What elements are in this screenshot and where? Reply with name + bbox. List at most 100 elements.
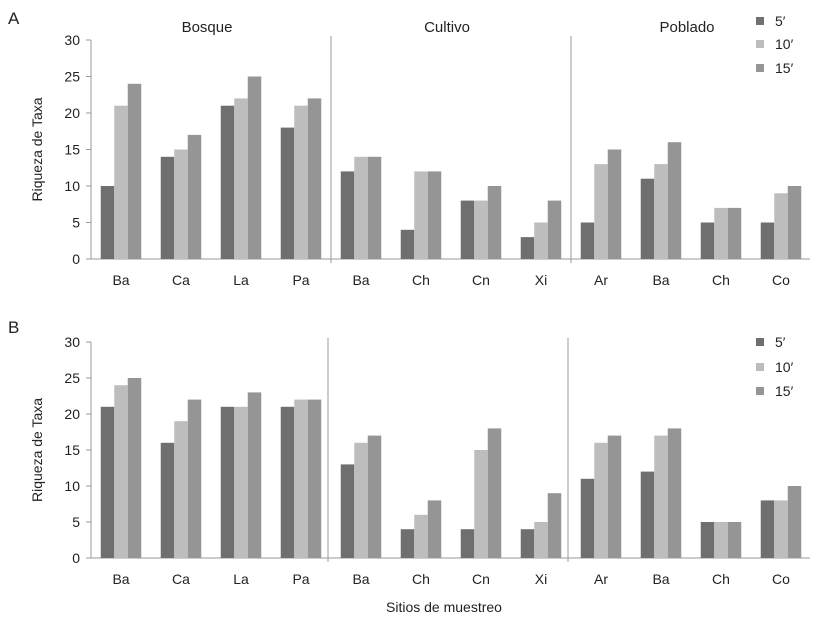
bar-ba-series-1 <box>354 156 368 259</box>
x-tick-label: Ch <box>712 272 730 288</box>
x-tick-label: Pa <box>292 571 309 587</box>
panel-b: B 0 5 10 15 20 25 30 Riqueza de Taxa Ba Ca La Pa Ba Ch… <box>8 318 810 587</box>
bar-cn-series-2 <box>487 186 502 259</box>
x-tick-label: Ch <box>712 571 730 587</box>
y-tick-label: 10 <box>64 178 80 194</box>
x-tick-label: Xi <box>535 571 547 587</box>
bar-cn-series-1 <box>474 200 488 259</box>
legend-swatch <box>756 387 764 395</box>
y-tick-label: 10 <box>64 478 80 494</box>
bar-ba-series-1 <box>114 385 128 558</box>
x-tick-label: Cn <box>472 272 490 288</box>
bar-ba-series-2 <box>667 428 682 558</box>
bar-la-series-0 <box>220 406 235 558</box>
x-tick-label: Cn <box>472 571 490 587</box>
legend-label: 5′ <box>775 334 786 350</box>
bar-ch-series-1 <box>714 207 728 259</box>
bar-ar-series-1 <box>594 442 608 558</box>
x-tick-label: Ba <box>352 571 369 587</box>
bar-ch-series-1 <box>714 522 728 558</box>
bar-ba-series-0 <box>640 178 655 259</box>
legend-label: 10′ <box>775 36 794 52</box>
bar-ch-series-2 <box>427 500 442 558</box>
bar-xi-series-1 <box>534 222 548 259</box>
bar-ar-series-2 <box>607 149 622 259</box>
y-tick-label: 0 <box>72 251 80 267</box>
bar-cn-series-0 <box>460 200 475 259</box>
bar-co-series-2 <box>787 486 802 558</box>
bar-pa-series-0 <box>280 406 295 558</box>
bar-ba-series-2 <box>367 435 382 558</box>
y-tick-label: 5 <box>72 514 80 530</box>
panel-letter: B <box>8 318 19 337</box>
y-tick-label: 25 <box>64 69 80 85</box>
x-tick-label: Co <box>772 272 790 288</box>
bar-ca-series-2 <box>187 399 202 558</box>
bar-ch-series-0 <box>700 522 715 558</box>
bar-ca-series-1 <box>174 421 188 558</box>
bar-ch-series-2 <box>727 522 742 558</box>
bar-ch-series-2 <box>427 171 442 259</box>
bar-cn-series-1 <box>474 450 488 558</box>
bar-ba-series-2 <box>367 156 382 259</box>
bar-xi-series-0 <box>520 237 535 259</box>
y-tick-label: 20 <box>64 406 80 422</box>
x-tick-label: Co <box>772 571 790 587</box>
group-label: Bosque <box>182 19 233 36</box>
legend-swatch <box>756 64 764 72</box>
bar-cn-series-0 <box>460 529 475 558</box>
x-tick-label: Ca <box>172 272 190 288</box>
x-tick-label: Ch <box>412 571 430 587</box>
y-tick-label: 30 <box>64 32 80 48</box>
bar-co-series-0 <box>760 222 775 259</box>
bar-pa-series-2 <box>307 98 322 260</box>
bar-co-series-1 <box>774 193 788 259</box>
bar-ch-series-1 <box>414 171 428 259</box>
bar-cn-series-2 <box>487 428 502 558</box>
x-tick-label: Ar <box>594 571 608 587</box>
bar-ch-series-0 <box>400 529 415 558</box>
bar-xi-series-2 <box>547 493 562 558</box>
bar-ar-series-0 <box>580 478 595 558</box>
bar-ar-series-2 <box>607 435 622 558</box>
bar-la-series-0 <box>220 105 235 259</box>
x-tick-label: Xi <box>535 272 547 288</box>
bar-pa-series-0 <box>280 127 295 259</box>
panel-letter: A <box>8 9 20 28</box>
y-tick-label: 25 <box>64 370 80 386</box>
y-tick-label: 20 <box>64 105 80 121</box>
x-tick-label: Ba <box>652 272 669 288</box>
x-tick-label: Ch <box>412 272 430 288</box>
bar-xi-series-2 <box>547 200 562 259</box>
bar-xi-series-1 <box>534 522 548 558</box>
bar-la-series-2 <box>247 76 262 259</box>
x-tick-label: La <box>233 272 249 288</box>
y-tick-label: 15 <box>64 142 80 158</box>
bar-pa-series-1 <box>294 105 308 259</box>
bar-co-series-0 <box>760 500 775 558</box>
bar-ba-series-0 <box>100 406 115 558</box>
bar-xi-series-0 <box>520 529 535 558</box>
bar-ar-series-0 <box>580 222 595 259</box>
legend-label: 5′ <box>775 13 786 29</box>
legend-swatch <box>756 40 764 48</box>
bar-la-series-2 <box>247 392 262 558</box>
bar-ba-series-0 <box>340 171 355 259</box>
y-tick-label: 30 <box>64 334 80 350</box>
panel-a: A 0 5 10 15 20 25 30 Riqueza de Taxa Bosque Cultiv… <box>8 9 810 288</box>
bar-ch-series-0 <box>400 229 415 259</box>
y-tick-label: 5 <box>72 215 80 231</box>
group-label: Poblado <box>659 19 714 36</box>
legend-swatch <box>756 338 764 346</box>
legend-swatch <box>756 17 764 25</box>
x-tick-label: Ba <box>112 571 129 587</box>
x-tick-label: Ca <box>172 571 190 587</box>
bar-pa-series-1 <box>294 399 308 558</box>
bar-ba-series-2 <box>127 83 142 259</box>
bar-ba-series-1 <box>114 105 128 259</box>
bar-la-series-1 <box>234 406 248 558</box>
bar-co-series-1 <box>774 500 788 558</box>
x-axis-label: Sitios de muestreo <box>386 599 502 615</box>
x-tick-label: Ba <box>352 272 369 288</box>
